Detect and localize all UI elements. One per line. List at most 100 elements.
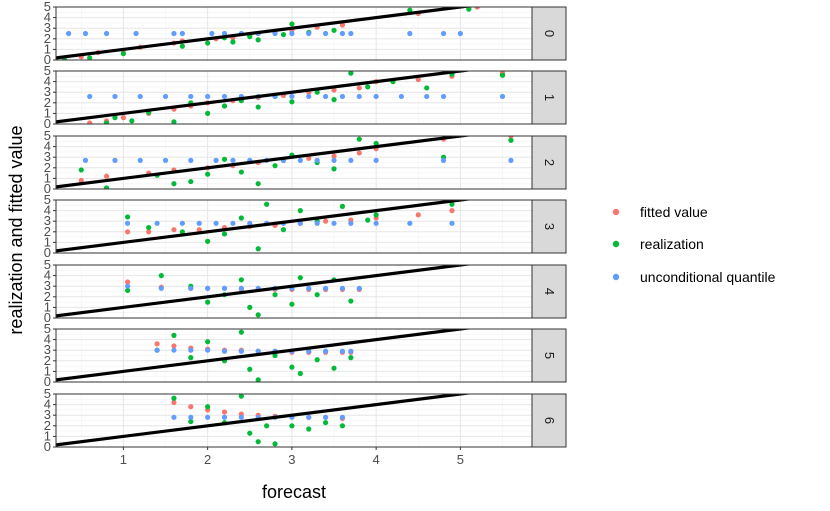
quantile-point [499, 93, 506, 100]
quantile-point [314, 157, 320, 163]
realization-point [255, 377, 261, 382]
quantile-point [348, 348, 354, 354]
y-tick-label: 1 [44, 105, 51, 120]
quantile-point [322, 30, 329, 37]
quantile-point [154, 220, 160, 226]
panels-layer: 0123450012345101234520123453012345401234… [44, 0, 567, 454]
realization-point [255, 181, 261, 187]
fitted-value-point [356, 85, 362, 91]
fitted-value-point [415, 76, 421, 83]
realization-point [125, 287, 131, 294]
facet-strip-label: 0 [542, 30, 557, 37]
quantile-point [221, 93, 228, 100]
realization-point [289, 364, 295, 370]
reference-line [56, 136, 474, 189]
quantile-point [306, 414, 312, 420]
realization-point [205, 110, 211, 116]
realization-point [179, 43, 185, 49]
realization-point [103, 120, 110, 124]
realization-point [331, 27, 337, 33]
fitted-value-point [87, 120, 93, 124]
facet-strip-label: 3 [542, 223, 557, 230]
realization-point [348, 298, 354, 304]
facet-strip [531, 70, 567, 125]
facet-strip [531, 264, 567, 319]
quantile-point [322, 285, 329, 291]
quantile-point [348, 157, 354, 163]
realization-point [314, 89, 320, 95]
quantile-point [171, 347, 177, 353]
realization-point [158, 273, 164, 279]
quantile-point [339, 93, 346, 100]
y-tick-label: 3 [44, 278, 51, 293]
realization-point [424, 85, 430, 91]
quantile-point [112, 93, 118, 100]
quantile-point [188, 93, 194, 100]
y-tick-label: 2 [44, 160, 51, 175]
reference-line [56, 329, 474, 382]
realization-point [205, 171, 211, 177]
realization-point [449, 201, 455, 207]
realization-point [466, 7, 472, 12]
quantile-point [331, 157, 337, 163]
quantile-point [255, 348, 261, 354]
quantile-point [306, 348, 312, 354]
quantile-point [221, 285, 228, 291]
y-tick-label: 4 [44, 139, 51, 154]
y-tick-label: 1 [44, 299, 51, 314]
y-tick-label: 0 [44, 116, 51, 131]
fitted-value-point [306, 155, 312, 161]
fitted-value-point [331, 87, 337, 93]
y-tick-label: 2 [44, 418, 51, 433]
quantile-point [162, 93, 169, 100]
quantile-point [440, 30, 447, 37]
realization-point [272, 292, 278, 298]
quantile-point [407, 220, 413, 226]
realization-point [339, 203, 346, 209]
realization-point [87, 55, 93, 60]
realization-point [112, 115, 118, 121]
quantile-point [162, 157, 169, 163]
realization-point [331, 97, 337, 103]
y-tick-label: 2 [44, 353, 51, 368]
realization-point [188, 355, 194, 361]
realization-point [331, 365, 337, 371]
y-tick-label: 0 [44, 310, 51, 325]
realization-point [205, 404, 211, 410]
quantile-point [205, 347, 211, 353]
realization-point [221, 156, 228, 162]
fitted-value-point [221, 409, 228, 415]
reference-line [56, 394, 474, 447]
x-tick-label: 2 [204, 452, 211, 467]
facet-strip-label: 6 [542, 417, 557, 424]
fitted-value-point [78, 177, 84, 184]
quantile-point [221, 414, 228, 420]
fitted-value-point [171, 399, 177, 406]
realization-point [179, 229, 185, 235]
realization-point [238, 169, 244, 175]
quantile-point [230, 157, 236, 163]
y-tick-label: 3 [44, 407, 51, 422]
quantile-point [158, 285, 164, 291]
y-tick-label: 4 [44, 74, 51, 89]
reference-line [56, 200, 474, 253]
facet-strip [531, 393, 567, 448]
quantile-point [87, 93, 93, 100]
fitted-value-point [356, 150, 362, 156]
realization-point [205, 299, 211, 305]
quantile-point [289, 30, 295, 37]
x-axis: 1 2 3 4 5 [120, 447, 464, 467]
fitted-value-point [188, 404, 194, 410]
quantile-point [196, 220, 202, 226]
y-tick-label: 4 [44, 268, 51, 283]
realization-point [280, 31, 287, 38]
quantile-point [297, 157, 303, 163]
quantile-point [289, 93, 295, 100]
quantile-point [137, 157, 143, 163]
fitted-value-point [125, 279, 131, 285]
quantile-point [125, 220, 131, 226]
